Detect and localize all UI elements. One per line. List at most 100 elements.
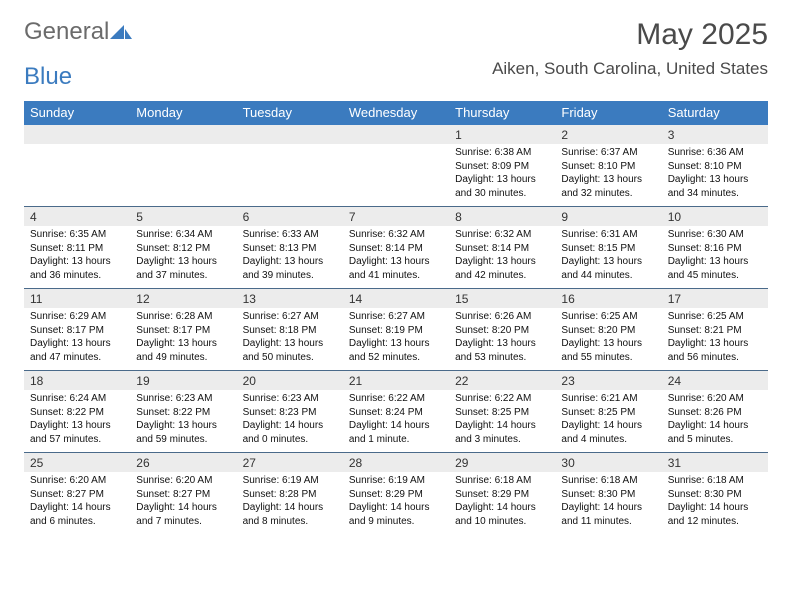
logo-sail-icon [110, 22, 132, 46]
calendar-day-cell: 1Sunrise: 6:38 AMSunset: 8:09 PMDaylight… [449, 125, 555, 207]
day-number: 26 [130, 453, 236, 472]
sunrise-line: Sunrise: 6:18 AM [561, 475, 637, 486]
weekday-header: Friday [555, 101, 661, 125]
sunset-line: Sunset: 8:10 PM [561, 161, 635, 172]
day-details: Sunrise: 6:23 AMSunset: 8:22 PMDaylight:… [130, 390, 236, 452]
daylight-line: Daylight: 13 hours and 56 minutes. [668, 338, 749, 363]
calendar-week-row: 18Sunrise: 6:24 AMSunset: 8:22 PMDayligh… [24, 371, 768, 453]
daylight-line: Daylight: 14 hours and 7 minutes. [136, 502, 217, 527]
day-details: Sunrise: 6:32 AMSunset: 8:14 PMDaylight:… [449, 226, 555, 288]
sunrise-line: Sunrise: 6:27 AM [349, 311, 425, 322]
calendar-day-cell: 17Sunrise: 6:25 AMSunset: 8:21 PMDayligh… [662, 289, 768, 371]
day-number [130, 125, 236, 144]
daylight-line: Daylight: 13 hours and 49 minutes. [136, 338, 217, 363]
daylight-line: Daylight: 13 hours and 36 minutes. [30, 256, 111, 281]
day-number: 6 [237, 207, 343, 226]
day-details: Sunrise: 6:26 AMSunset: 8:20 PMDaylight:… [449, 308, 555, 370]
daylight-line: Daylight: 13 hours and 30 minutes. [455, 174, 536, 199]
day-number: 2 [555, 125, 661, 144]
calendar-day-cell: 5Sunrise: 6:34 AMSunset: 8:12 PMDaylight… [130, 207, 236, 289]
sunrise-line: Sunrise: 6:20 AM [30, 475, 106, 486]
day-number: 4 [24, 207, 130, 226]
sunrise-line: Sunrise: 6:22 AM [455, 393, 531, 404]
day-details: Sunrise: 6:25 AMSunset: 8:21 PMDaylight:… [662, 308, 768, 370]
calendar-day-cell [237, 125, 343, 207]
sunset-line: Sunset: 8:12 PM [136, 243, 210, 254]
calendar-day-cell: 25Sunrise: 6:20 AMSunset: 8:27 PMDayligh… [24, 453, 130, 535]
sunset-line: Sunset: 8:30 PM [668, 489, 742, 500]
calendar-day-cell: 19Sunrise: 6:23 AMSunset: 8:22 PMDayligh… [130, 371, 236, 453]
daylight-line: Daylight: 13 hours and 50 minutes. [243, 338, 324, 363]
sunset-line: Sunset: 8:23 PM [243, 407, 317, 418]
day-details: Sunrise: 6:38 AMSunset: 8:09 PMDaylight:… [449, 144, 555, 206]
day-number: 10 [662, 207, 768, 226]
day-details: Sunrise: 6:27 AMSunset: 8:18 PMDaylight:… [237, 308, 343, 370]
daylight-line: Daylight: 14 hours and 1 minute. [349, 420, 430, 445]
daylight-line: Daylight: 13 hours and 55 minutes. [561, 338, 642, 363]
daylight-line: Daylight: 14 hours and 12 minutes. [668, 502, 749, 527]
day-number: 24 [662, 371, 768, 390]
calendar-day-cell: 20Sunrise: 6:23 AMSunset: 8:23 PMDayligh… [237, 371, 343, 453]
sunset-line: Sunset: 8:30 PM [561, 489, 635, 500]
sunset-line: Sunset: 8:27 PM [30, 489, 104, 500]
calendar-day-cell: 15Sunrise: 6:26 AMSunset: 8:20 PMDayligh… [449, 289, 555, 371]
sunrise-line: Sunrise: 6:23 AM [136, 393, 212, 404]
day-number: 5 [130, 207, 236, 226]
calendar-day-cell: 16Sunrise: 6:25 AMSunset: 8:20 PMDayligh… [555, 289, 661, 371]
daylight-line: Daylight: 14 hours and 10 minutes. [455, 502, 536, 527]
sunset-line: Sunset: 8:28 PM [243, 489, 317, 500]
sunset-line: Sunset: 8:17 PM [30, 325, 104, 336]
sunset-line: Sunset: 8:13 PM [243, 243, 317, 254]
day-details: Sunrise: 6:27 AMSunset: 8:19 PMDaylight:… [343, 308, 449, 370]
day-number: 13 [237, 289, 343, 308]
calendar-day-cell: 4Sunrise: 6:35 AMSunset: 8:11 PMDaylight… [24, 207, 130, 289]
daylight-line: Daylight: 13 hours and 41 minutes. [349, 256, 430, 281]
calendar-day-cell: 28Sunrise: 6:19 AMSunset: 8:29 PMDayligh… [343, 453, 449, 535]
daylight-line: Daylight: 14 hours and 3 minutes. [455, 420, 536, 445]
weekday-header: Monday [130, 101, 236, 125]
calendar-day-cell: 9Sunrise: 6:31 AMSunset: 8:15 PMDaylight… [555, 207, 661, 289]
day-details [24, 144, 130, 202]
sunset-line: Sunset: 8:19 PM [349, 325, 423, 336]
sunrise-line: Sunrise: 6:35 AM [30, 229, 106, 240]
day-details: Sunrise: 6:23 AMSunset: 8:23 PMDaylight:… [237, 390, 343, 452]
sunrise-line: Sunrise: 6:19 AM [349, 475, 425, 486]
day-details: Sunrise: 6:33 AMSunset: 8:13 PMDaylight:… [237, 226, 343, 288]
day-number: 8 [449, 207, 555, 226]
day-details [237, 144, 343, 202]
sunset-line: Sunset: 8:14 PM [349, 243, 423, 254]
weekday-row: SundayMondayTuesdayWednesdayThursdayFrid… [24, 101, 768, 125]
sunset-line: Sunset: 8:24 PM [349, 407, 423, 418]
logo: General [24, 18, 132, 46]
day-details: Sunrise: 6:22 AMSunset: 8:24 PMDaylight:… [343, 390, 449, 452]
day-details: Sunrise: 6:21 AMSunset: 8:25 PMDaylight:… [555, 390, 661, 452]
sunrise-line: Sunrise: 6:20 AM [668, 393, 744, 404]
sunset-line: Sunset: 8:21 PM [668, 325, 742, 336]
daylight-line: Daylight: 13 hours and 59 minutes. [136, 420, 217, 445]
sunrise-line: Sunrise: 6:29 AM [30, 311, 106, 322]
day-details: Sunrise: 6:25 AMSunset: 8:20 PMDaylight:… [555, 308, 661, 370]
calendar-day-cell: 29Sunrise: 6:18 AMSunset: 8:29 PMDayligh… [449, 453, 555, 535]
sunset-line: Sunset: 8:29 PM [349, 489, 423, 500]
calendar-body: 1Sunrise: 6:38 AMSunset: 8:09 PMDaylight… [24, 125, 768, 534]
logo-text-1: General [24, 20, 109, 44]
day-number: 21 [343, 371, 449, 390]
sunrise-line: Sunrise: 6:38 AM [455, 147, 531, 158]
day-details [130, 144, 236, 202]
sunrise-line: Sunrise: 6:20 AM [136, 475, 212, 486]
calendar-day-cell [24, 125, 130, 207]
sunset-line: Sunset: 8:25 PM [455, 407, 529, 418]
sunset-line: Sunset: 8:17 PM [136, 325, 210, 336]
daylight-line: Daylight: 13 hours and 45 minutes. [668, 256, 749, 281]
day-number: 16 [555, 289, 661, 308]
weekday-header: Sunday [24, 101, 130, 125]
daylight-line: Daylight: 14 hours and 4 minutes. [561, 420, 642, 445]
day-number [343, 125, 449, 144]
calendar-day-cell: 14Sunrise: 6:27 AMSunset: 8:19 PMDayligh… [343, 289, 449, 371]
sunrise-line: Sunrise: 6:32 AM [455, 229, 531, 240]
sunset-line: Sunset: 8:26 PM [668, 407, 742, 418]
sunrise-line: Sunrise: 6:26 AM [455, 311, 531, 322]
sunset-line: Sunset: 8:20 PM [561, 325, 635, 336]
calendar-day-cell: 10Sunrise: 6:30 AMSunset: 8:16 PMDayligh… [662, 207, 768, 289]
sunset-line: Sunset: 8:10 PM [668, 161, 742, 172]
